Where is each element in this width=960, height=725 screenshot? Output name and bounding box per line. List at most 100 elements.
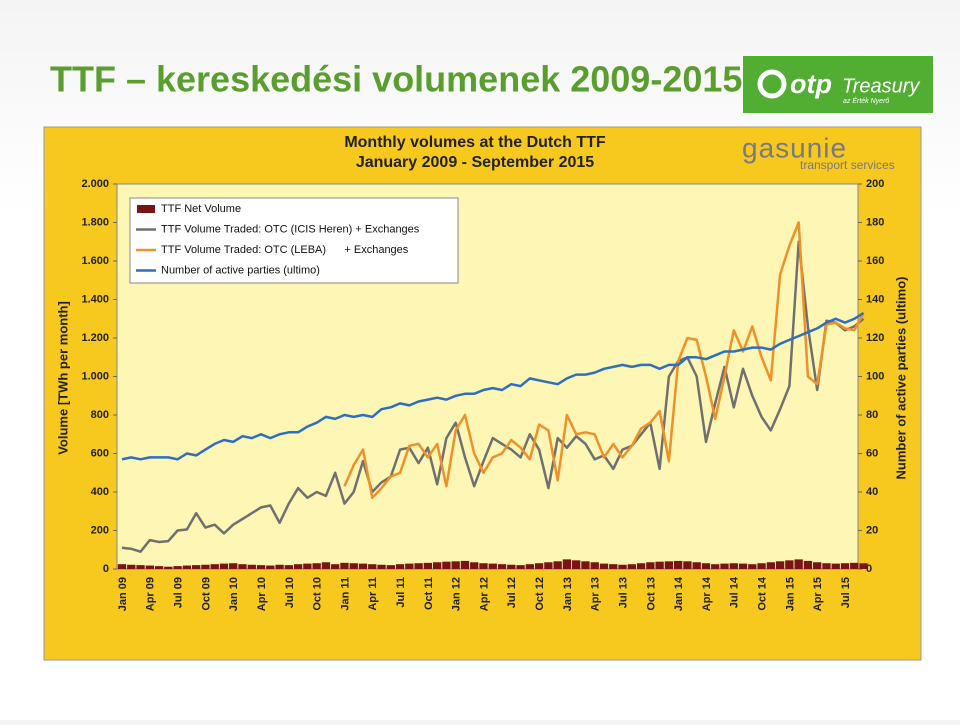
y2-tick-label: 200 [866, 178, 884, 190]
x-tick-label: Jul 10 [284, 577, 296, 608]
bar [460, 560, 470, 569]
bar [432, 562, 442, 569]
bar [850, 562, 859, 569]
y2-tick-label: 180 [866, 216, 884, 228]
bar [442, 561, 451, 569]
bar [636, 563, 646, 569]
x-tick-label: Apr 14 [701, 576, 713, 611]
bar [544, 562, 553, 569]
x-tick-label: Jan 09 [117, 577, 129, 611]
bar [321, 562, 331, 569]
bar [590, 562, 599, 569]
bar [859, 563, 868, 569]
bar [525, 564, 535, 569]
bar [405, 563, 414, 569]
bar [451, 561, 460, 569]
bar [210, 564, 219, 569]
x-tick-label: Jan 14 [673, 576, 685, 611]
y-tick-label: 1.000 [81, 370, 109, 382]
bar [646, 562, 655, 569]
y2-axis-label: Number of active parties (ultimo) [893, 277, 908, 480]
series-line [343, 221, 865, 500]
bar [358, 563, 368, 569]
y-tick-label: 1.600 [81, 255, 109, 267]
bar [729, 563, 738, 569]
bar [673, 560, 683, 569]
x-tick-label: Jul 13 [617, 577, 629, 608]
legend-label: TTF Net Volume [161, 203, 241, 215]
bar [340, 562, 349, 569]
bar [627, 564, 636, 569]
bar [497, 564, 507, 569]
bar [201, 564, 210, 569]
x-tick-label: Apr 13 [590, 577, 602, 611]
bar [507, 564, 516, 569]
legend-label: TTF Volume Traded: OTC (ICIS Heren) + Ex… [161, 223, 420, 235]
bar [562, 559, 572, 569]
logo-main: otp [790, 69, 832, 99]
bar [831, 563, 840, 569]
x-tick-label: Oct 10 [312, 577, 324, 611]
bar [238, 564, 247, 569]
y-tick-label: 2.000 [81, 178, 109, 190]
bar [488, 563, 497, 569]
x-tick-label: Oct 11 [423, 577, 435, 610]
series-line [121, 311, 865, 461]
x-tick-label: Jan 12 [451, 577, 463, 611]
bar [247, 564, 256, 569]
y2-tick-label: 160 [866, 255, 884, 267]
logo-sub: Treasury [842, 75, 920, 97]
bar [479, 563, 488, 569]
y2-tick-label: 120 [866, 332, 884, 344]
series-line [121, 240, 865, 553]
legend [129, 197, 459, 284]
bar [164, 566, 173, 569]
bar [516, 565, 525, 569]
bar [368, 564, 377, 569]
bar [813, 562, 822, 569]
bar [757, 563, 766, 569]
bar [395, 564, 405, 569]
logo-tagline: az Érték Nyerő [843, 96, 889, 105]
legend-label: TTF Volume Traded: OTC (LEBA) + Exchange… [161, 244, 409, 256]
bar [618, 564, 627, 569]
x-tick-label: Jan 15 [784, 577, 796, 611]
bar [154, 566, 164, 569]
y2-tick-label: 40 [866, 486, 878, 498]
x-tick-label: Jul 11 [395, 577, 407, 608]
x-tick-label: Apr 10 [256, 577, 268, 611]
x-tick-label: Oct 14 [756, 576, 768, 611]
bar [822, 563, 831, 569]
x-tick-label: Jan 11 [339, 577, 351, 611]
x-tick-label: Jul 12 [506, 577, 518, 608]
x-tick-label: Oct 13 [645, 577, 657, 611]
bar [701, 563, 711, 569]
bar [293, 564, 303, 569]
y-tick-label: 200 [91, 524, 109, 536]
x-tick-label: Apr 12 [478, 577, 490, 611]
bar [470, 562, 479, 569]
bar [803, 560, 813, 569]
bar [785, 560, 794, 569]
bar [173, 566, 182, 569]
slide-title: TTF – kereskedési volumenek 2009-2015 [50, 59, 742, 100]
bar [312, 563, 321, 569]
bar [572, 560, 581, 569]
bar [683, 561, 692, 569]
bar [127, 564, 136, 569]
bar [303, 563, 312, 569]
y-axis-label: Volume [TWh per month] [55, 301, 70, 455]
bar [840, 563, 850, 569]
y2-tick-label: 60 [866, 447, 878, 459]
logo-box [743, 56, 933, 113]
bar [692, 562, 701, 569]
y-tick-label: 800 [91, 409, 109, 421]
x-tick-label: Apr 09 [145, 577, 157, 611]
bar [331, 564, 340, 569]
bar [766, 562, 776, 569]
bar [229, 563, 238, 569]
y-tick-label: 600 [91, 447, 109, 459]
bar [136, 565, 145, 569]
bar [117, 564, 127, 569]
